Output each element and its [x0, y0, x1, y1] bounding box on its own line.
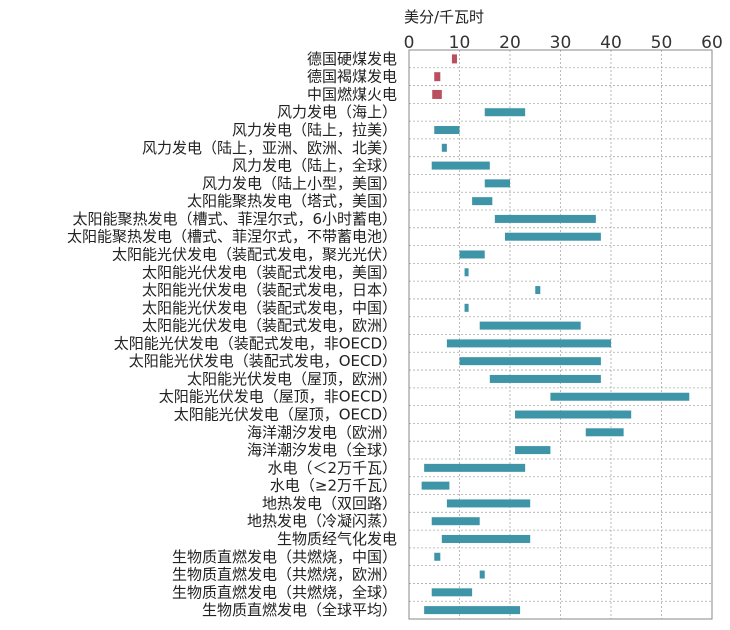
cost-range-bar — [431, 161, 490, 170]
cost-range-bar — [441, 534, 531, 543]
category-label: 水电（＜2万千瓦） — [267, 459, 397, 477]
category-label: 太阳能光伏发电（装配式发电，美国） — [142, 263, 397, 281]
cost-range-bar — [459, 357, 601, 366]
cost-range-bar — [494, 214, 596, 223]
category-label: 太阳能光伏发电（屋顶，OECD） — [174, 406, 397, 424]
cost-marker — [434, 72, 441, 82]
category-label: 生物质直燃发电（共燃烧，中国） — [172, 548, 397, 566]
cost-range-bar — [446, 339, 611, 348]
category-label: 太阳能光伏发电（屋顶，非OECD） — [159, 388, 397, 406]
cost-range-bar — [431, 517, 480, 526]
x-tick-label: 20 — [499, 33, 521, 53]
category-label: 太阳能光伏发电（装配式发电，日本） — [142, 281, 397, 299]
category-label: 德国褐煤发电 — [307, 68, 397, 86]
category-label: 风力发电（陆上，拉美） — [232, 121, 397, 139]
cost-range-bar — [515, 446, 551, 455]
category-label: 太阳能光伏发电（装配式发电，非OECD） — [114, 334, 397, 352]
cost-range-bar — [446, 499, 531, 508]
category-label: 太阳能光伏发电（屋顶，欧洲） — [187, 370, 397, 388]
category-label: 生物质直燃发电（共燃烧，全球） — [172, 583, 397, 601]
x-tick-label: 0 — [404, 33, 415, 53]
category-label: 生物质经气化发电 — [277, 530, 397, 548]
x-tick-label: 40 — [600, 33, 622, 53]
category-label: 中国燃煤火电 — [307, 85, 397, 103]
cost-marker — [451, 54, 457, 64]
plot-frame — [408, 49, 713, 620]
cost-range-bar — [472, 197, 493, 206]
category-label: 太阳能光伏发电（装配式发电，中国） — [142, 299, 397, 317]
x-tick-label: 60 — [701, 33, 723, 53]
category-label: 风力发电（陆上，亚洲、欧洲、北美） — [142, 139, 397, 157]
x-tick-labels: 0 10 20 30 40 50 60 — [404, 33, 723, 53]
gridlines — [409, 50, 712, 619]
category-label: 生物质直燃发电（共燃烧，欧洲） — [172, 566, 397, 584]
cost-range-bar — [484, 108, 526, 117]
x-tick-label: 30 — [550, 33, 572, 53]
unit-label: 美分/千瓦时 — [404, 8, 484, 26]
category-label: 地热发电（冷凝闪蒸） — [247, 512, 397, 530]
cost-range-bar — [535, 286, 541, 295]
category-label: 德国硬煤发电 — [307, 50, 397, 68]
range-bars — [421, 54, 690, 615]
cost-range-bar — [434, 552, 441, 561]
category-label: 太阳能聚热发电（槽式、菲涅尔式，6小时蓄电） — [72, 210, 397, 228]
cost-range-bar — [441, 143, 447, 152]
cost-range-bar — [434, 126, 460, 135]
category-label: 海洋潮汐发电（欧洲） — [247, 423, 397, 441]
x-tick-label: 50 — [651, 33, 673, 53]
cost-marker — [432, 89, 442, 99]
category-label: 太阳能聚热发电（塔式，美国） — [187, 192, 397, 210]
cost-range-bar — [484, 179, 510, 188]
cost-range-bar — [489, 374, 601, 383]
category-label: 太阳能聚热发电（槽式、菲涅尔式，不带蓄电池） — [67, 228, 397, 246]
cost-range-bar — [459, 250, 485, 259]
cost-range-bar — [464, 303, 469, 312]
category-label: 海洋潮汐发电（全球） — [247, 441, 397, 459]
cost-range-bar — [431, 588, 473, 597]
category-label: 水电（≥2万千瓦） — [270, 477, 397, 495]
x-tick-label: 10 — [449, 33, 471, 53]
category-label: 地热发电（双回路） — [262, 494, 397, 512]
cost-range-bar — [550, 392, 690, 401]
cost-range-bar — [585, 428, 624, 437]
category-label: 风力发电（海上） — [277, 103, 397, 121]
cost-range-bar — [504, 232, 601, 241]
cost-range-bar — [515, 410, 632, 419]
cost-range-bar — [424, 606, 521, 615]
category-label: 生物质直燃发电（全球平均） — [202, 601, 397, 619]
cost-range-bar — [479, 570, 485, 579]
category-label: 太阳能光伏发电（装配式发电，聚光光伏） — [112, 245, 397, 263]
cost-range-bar — [421, 481, 450, 490]
cost-range-bar — [464, 268, 469, 277]
category-label: 太阳能光伏发电（装配式发电，欧洲） — [142, 317, 397, 335]
category-label: 风力发电（陆上小型，美国） — [202, 174, 397, 192]
category-labels: 德国硬煤发电德国褐煤发电中国燃煤火电风力发电（海上）风力发电（陆上，拉美）风力发… — [67, 50, 397, 619]
category-label: 风力发电（陆上，全球） — [232, 157, 397, 175]
cost-range-bar — [479, 321, 581, 330]
category-label: 太阳能光伏发电（装配式发电，OECD） — [129, 352, 397, 370]
cost-range-bar — [424, 463, 526, 472]
